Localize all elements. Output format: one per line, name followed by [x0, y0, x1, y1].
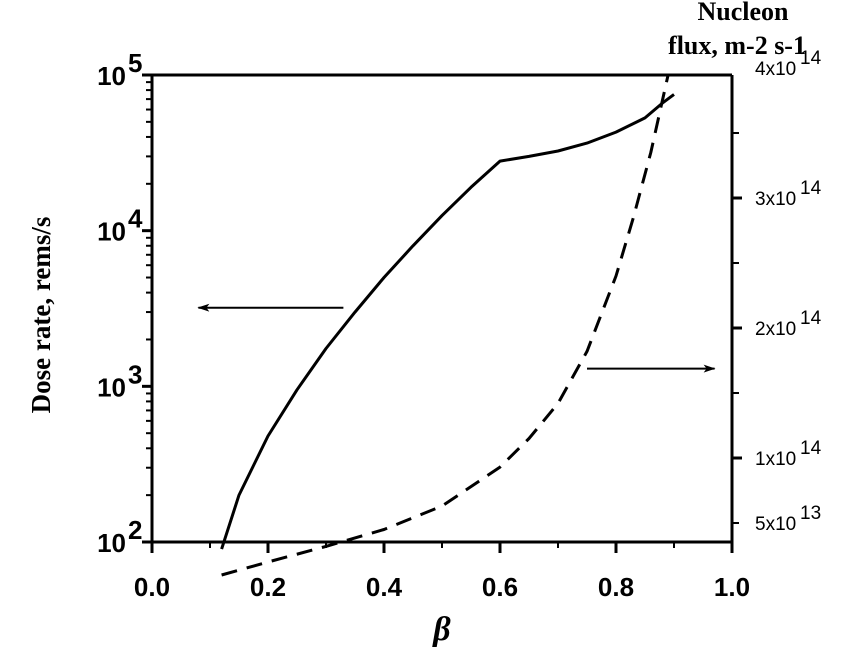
y-left-tick-exponent: 5 — [128, 48, 142, 78]
y-right-tick-exponent: 14 — [800, 178, 822, 199]
y-right-tick-label: 2x10 — [755, 319, 796, 340]
y-right-tick-exponent: 14 — [800, 48, 822, 69]
x-tick-label: 0.2 — [250, 572, 286, 602]
y-left-tick-label: 10 — [97, 528, 126, 558]
x-tick-label: 0.6 — [482, 572, 518, 602]
ticks-group — [142, 73, 742, 553]
y-right-tick-label: 5x10 — [755, 514, 796, 535]
y-right-tick-label: 3x10 — [755, 189, 796, 210]
y-left-tick-exponent: 4 — [128, 204, 143, 234]
y-axis-left-title: Dose rate, rems/s — [26, 217, 56, 414]
x-tick-label: 0.4 — [366, 572, 403, 602]
series-group — [220, 74, 675, 577]
annotations-group — [197, 303, 716, 373]
y-right-tick-exponent: 14 — [800, 438, 822, 459]
y-left-tick-label: 10 — [97, 372, 126, 402]
y-axis-right-title-line1: Nucleon — [698, 0, 790, 26]
x-tick-label: 0.0 — [134, 572, 170, 602]
y-left-tick-label: 10 — [97, 61, 126, 91]
nucleon-flux-series-line — [221, 74, 670, 577]
dose-rate-series-line — [220, 93, 675, 550]
y-right-tick-label: 4x10 — [755, 59, 796, 80]
x-tick-label: 0.8 — [598, 572, 634, 602]
y-left-tick-label: 10 — [97, 217, 126, 247]
x-axis-title: β — [431, 611, 451, 648]
y-right-tick-label: 1x10 — [755, 449, 796, 470]
y-right-tick-exponent: 13 — [800, 503, 821, 524]
y-axis-right-title-line2: flux, m-2 s-1 — [668, 31, 806, 60]
x-tick-label: 1.0 — [714, 572, 750, 602]
y-right-tick-exponent: 14 — [800, 308, 822, 329]
y-left-tick-exponent: 3 — [128, 359, 142, 389]
y-left-tick-exponent: 2 — [128, 515, 142, 545]
